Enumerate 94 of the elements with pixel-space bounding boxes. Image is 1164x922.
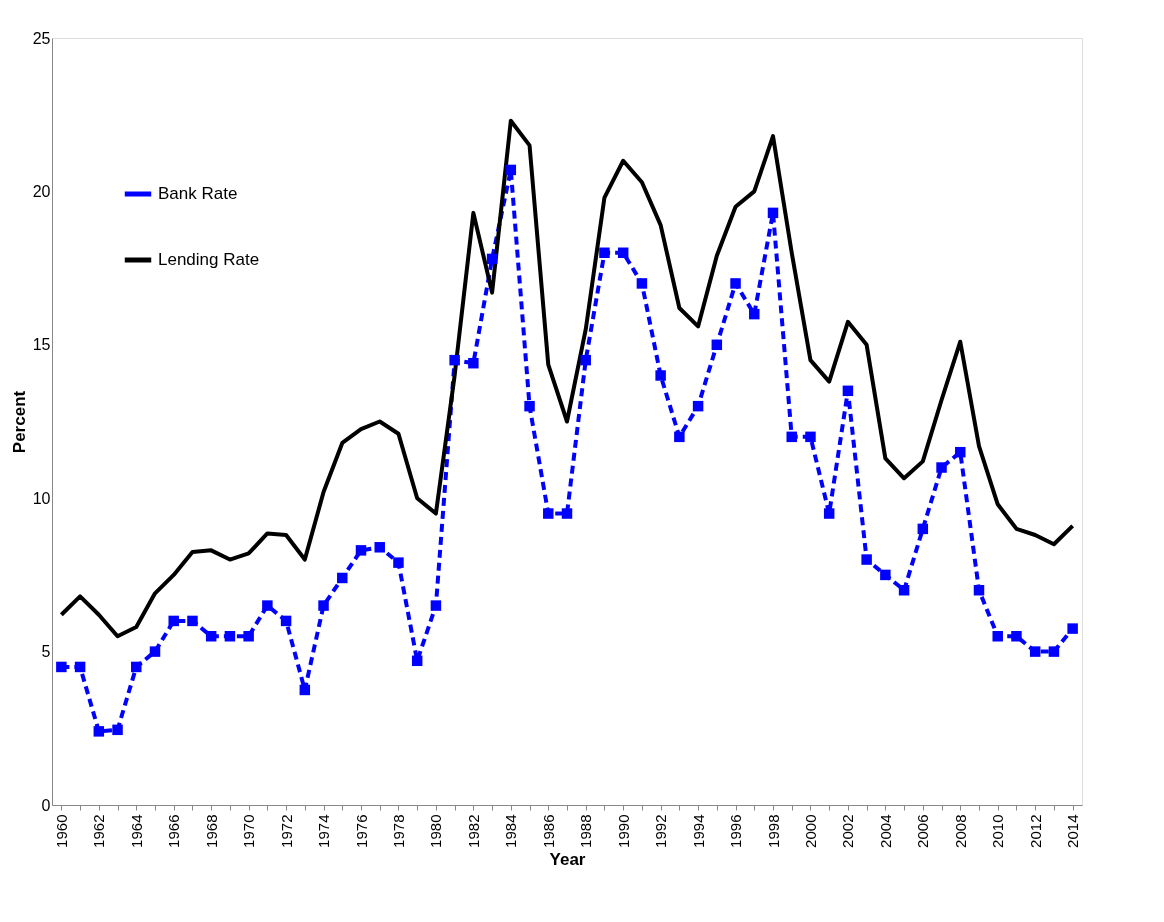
y-axis-title: Percent: [9, 390, 29, 454]
point: [56, 661, 67, 673]
x-tick-label: 2012: [1026, 814, 1044, 848]
point: [749, 308, 760, 320]
point: [880, 569, 891, 581]
x-tick-label: 1976: [352, 814, 370, 848]
point: [711, 339, 723, 351]
point: [805, 431, 816, 443]
point: [1029, 646, 1041, 657]
x-tick-label: 2004: [876, 814, 894, 848]
point: [1067, 623, 1078, 634]
point: [823, 508, 835, 519]
point: [543, 508, 554, 519]
x-tick-label: 2008: [951, 814, 969, 848]
y-tick-label: 0: [41, 796, 51, 814]
point: [280, 615, 292, 627]
point: [617, 247, 629, 258]
x-tick-label: 1970: [240, 814, 258, 848]
point: [205, 631, 217, 642]
x-tick-label: 2010: [989, 814, 1007, 848]
point: [486, 253, 498, 265]
point: [842, 385, 854, 397]
point: [1011, 631, 1022, 642]
point: [243, 631, 254, 642]
x-tick-label: 1968: [202, 814, 220, 848]
point: [524, 400, 535, 412]
y-tick-label: 15: [32, 336, 51, 354]
point: [580, 354, 591, 366]
x-tick-label: 1974: [315, 814, 333, 848]
point: [730, 278, 741, 289]
x-tick-label: 1990: [614, 814, 632, 848]
x-tick-label: 1966: [165, 814, 183, 848]
legend-label: Lending Rate: [158, 250, 260, 269]
point: [430, 600, 442, 611]
x-tick-label: 1994: [689, 814, 707, 848]
x-tick-label: 1960: [52, 814, 70, 848]
point: [318, 600, 329, 611]
point: [955, 446, 966, 458]
point: [992, 631, 1003, 642]
point: [262, 600, 273, 611]
x-tick-label: 1998: [764, 814, 782, 848]
point: [149, 646, 161, 657]
x-tick-label: 1988: [577, 814, 595, 848]
x-tick-label: 2014: [1064, 814, 1082, 848]
point: [93, 726, 105, 737]
point: [561, 508, 573, 519]
x-tick-label: 2000: [801, 814, 819, 848]
x-tick-label: 1980: [427, 814, 445, 848]
point: [692, 400, 704, 412]
point: [299, 684, 311, 696]
point: [1048, 646, 1060, 657]
x-tick-label: 2006: [914, 814, 932, 848]
legend-label: Bank Rate: [158, 184, 238, 203]
point: [374, 542, 385, 553]
y-tick-label: 20: [32, 182, 51, 200]
point: [505, 164, 517, 176]
x-tick-label: 1992: [652, 814, 670, 848]
point: [786, 431, 797, 443]
point: [411, 655, 423, 667]
x-tick-label: 1962: [90, 814, 108, 848]
point: [973, 585, 985, 596]
x-tick-label: 1986: [539, 814, 557, 848]
point: [898, 585, 910, 596]
x-axis-title: Year: [549, 849, 586, 869]
point: [337, 572, 348, 584]
point: [917, 523, 929, 535]
point: [468, 357, 479, 369]
x-tick-label: 1996: [727, 814, 745, 848]
x-tick-label: 1972: [277, 814, 295, 848]
point: [112, 724, 123, 736]
x-tick-label: 1984: [502, 814, 520, 848]
point: [131, 661, 142, 673]
point: [355, 545, 367, 556]
point: [767, 207, 779, 219]
y-tick-label: 5: [41, 643, 51, 661]
point: [599, 247, 610, 258]
point: [655, 370, 666, 381]
y-tick-label: 10: [32, 489, 51, 507]
point: [449, 354, 460, 366]
x-tick-label: 1982: [464, 814, 482, 848]
point: [393, 557, 404, 568]
x-tick-label: 2002: [839, 814, 857, 848]
y-tick-label: 25: [32, 29, 51, 47]
line-series: [59, 118, 1075, 639]
point: [674, 431, 685, 443]
point: [224, 631, 236, 642]
x-tick-label: 1964: [127, 814, 145, 848]
point: [168, 615, 179, 627]
point: [636, 278, 648, 289]
point: [936, 462, 947, 473]
point: [861, 554, 872, 565]
point: [74, 661, 86, 673]
point: [187, 615, 198, 627]
x-tick-label: 1978: [389, 814, 407, 848]
